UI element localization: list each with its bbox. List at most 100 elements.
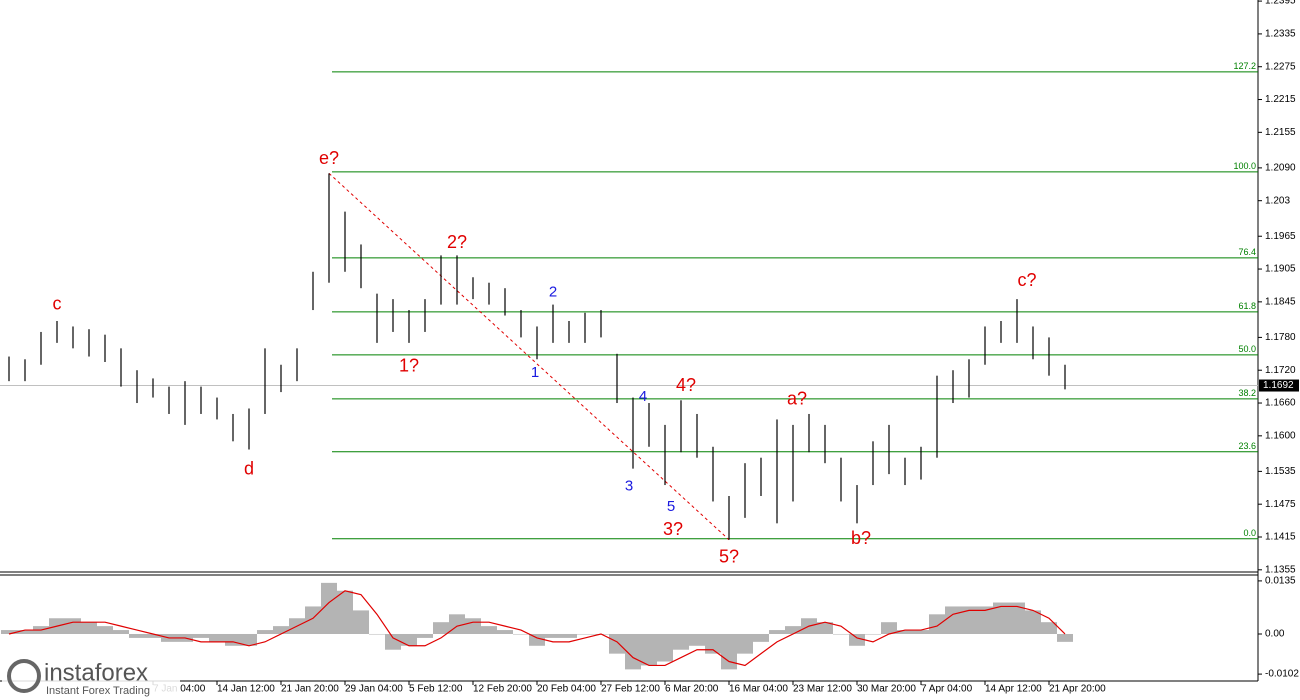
histogram-bar [97, 626, 113, 634]
y-tick-label: 1.203 [1265, 195, 1290, 206]
wave-label: d [244, 458, 254, 478]
histogram-bar [961, 606, 977, 634]
histogram-bar [497, 630, 513, 634]
histogram-bar [657, 633, 673, 662]
wave-label: a? [787, 389, 807, 409]
y-tick-label: 0.00 [1265, 629, 1285, 640]
logo-icon [7, 659, 41, 693]
histogram-bar [433, 622, 449, 634]
histogram-bar [481, 626, 497, 634]
histogram-bar [385, 633, 401, 650]
histogram-bar [273, 626, 289, 634]
wave-label: 2 [549, 284, 557, 301]
histogram-bar [1009, 602, 1025, 634]
y-tick-label: 1.1965 [1265, 231, 1296, 242]
histogram-bar [353, 610, 369, 634]
histogram-bar [241, 633, 257, 646]
histogram-bar [913, 630, 929, 634]
histogram-bar [513, 633, 529, 635]
y-tick-label: 1.2395 [1265, 0, 1296, 7]
x-tick-label: 6 Mar 20:00 [665, 684, 719, 695]
y-tick-label: 1.2335 [1265, 29, 1296, 40]
histogram-bar [545, 633, 561, 638]
histogram-bar [321, 582, 337, 634]
histogram-bar [1057, 633, 1073, 642]
histogram-bar [785, 626, 801, 634]
wave-label: 1? [399, 356, 419, 376]
y-tick-label: 1.1535 [1265, 466, 1296, 477]
histogram-bar [625, 633, 641, 670]
histogram-bar [305, 606, 321, 634]
trendline [328, 172, 730, 541]
histogram-bar [833, 633, 849, 635]
histogram-bar [465, 618, 481, 634]
brand-name: instaforex [44, 659, 148, 686]
histogram-bar [209, 633, 225, 642]
histogram-bar [865, 633, 881, 635]
histogram-bar [737, 633, 753, 654]
histogram-bar [897, 630, 913, 634]
histogram-bar [257, 630, 273, 634]
histogram-bar [769, 630, 785, 634]
histogram-bar [81, 622, 97, 634]
y-tick-label: 1.2090 [1265, 163, 1296, 174]
histogram-bar [1, 630, 17, 634]
histogram-bar [817, 622, 833, 634]
x-tick-label: 5 Feb 12:00 [409, 684, 463, 695]
histogram-bar [1025, 610, 1041, 634]
histogram-bar [401, 633, 417, 646]
x-tick-label: 16 Mar 04:00 [729, 684, 788, 695]
fib-label: 38.2 [1238, 388, 1256, 398]
brand-logo: instaforex Instant Forex Trading [2, 656, 180, 698]
brand-tagline: Instant Forex Trading [46, 685, 150, 697]
last-price-box [1259, 379, 1299, 392]
x-tick-label: 12 Feb 20:00 [473, 684, 532, 695]
histogram-bar [721, 633, 737, 670]
x-tick-label: 30 Mar 20:00 [857, 684, 916, 695]
fib-label: 50.0 [1238, 344, 1256, 354]
histogram-bar [17, 630, 33, 634]
fib-label: 127.2 [1233, 61, 1256, 71]
x-tick-label: 21 Jan 20:00 [281, 684, 339, 695]
last-price-label: 1.1692 [1263, 380, 1294, 391]
x-tick-label: 23 Mar 12:00 [793, 684, 852, 695]
y-tick-label: 1.1905 [1265, 264, 1296, 275]
wave-label: 5? [719, 546, 739, 566]
y-tick-label: 1.2215 [1265, 94, 1296, 105]
histogram-bar [65, 618, 81, 634]
histogram-bar [993, 602, 1009, 634]
y-tick-label: 1.1845 [1265, 296, 1296, 307]
histogram-bar [129, 633, 145, 638]
y-tick-label: 1.1720 [1265, 365, 1296, 376]
y-tick-label: -0.0102 [1265, 669, 1299, 680]
x-tick-label: 14 Apr 12:00 [985, 684, 1042, 695]
histogram-bar [609, 633, 625, 654]
histogram-bar [689, 633, 705, 646]
x-tick-label: 14 Jan 12:00 [217, 684, 275, 695]
x-tick-label: 29 Jan 04:00 [345, 684, 403, 695]
y-tick-label: 0.0135 [1265, 576, 1296, 587]
wave-label: 2? [447, 232, 467, 252]
wave-label: 4 [639, 388, 647, 405]
fib-label: 0.0 [1243, 528, 1256, 538]
y-tick-label: 1.2275 [1265, 61, 1296, 72]
histogram-bar [113, 630, 129, 634]
wave-label: 4? [676, 375, 696, 395]
wave-label: 5 [667, 498, 675, 515]
y-tick-label: 1.1780 [1265, 332, 1296, 343]
fib-label: 76.4 [1238, 247, 1256, 257]
y-tick-label: 1.1660 [1265, 398, 1296, 409]
wave-label: e? [319, 148, 339, 168]
histogram-bar [705, 633, 721, 654]
histogram-bar [529, 633, 545, 646]
histogram-bar [145, 633, 161, 638]
wave-label: 3 [625, 478, 633, 495]
histogram-bar [753, 633, 769, 642]
x-tick-label: 21 Apr 20:00 [1049, 684, 1106, 695]
y-tick-label: 1.1600 [1265, 430, 1296, 441]
histogram-bar [193, 633, 209, 638]
x-tick-label: 20 Feb 04:00 [537, 684, 596, 695]
wave-label: c [53, 294, 62, 314]
